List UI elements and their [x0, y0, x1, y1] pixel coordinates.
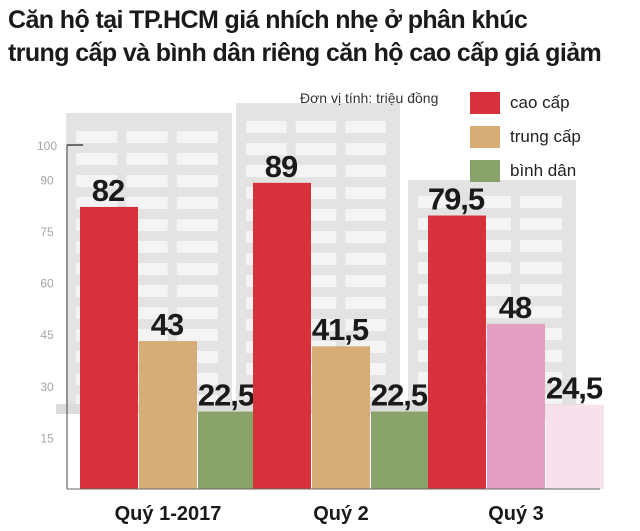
building-window [76, 175, 118, 187]
chart-title: Căn hộ tại TP.HCM giá nhích nhẹ ở phân k… [8, 4, 636, 70]
legend-label-binh-dan: bình dân [510, 161, 577, 180]
building-window [76, 197, 118, 209]
building-window [345, 165, 386, 177]
y-tick-label: 15 [40, 431, 54, 445]
building-window [176, 307, 218, 319]
legend: cao cấp trung cấp bình dân [470, 86, 581, 188]
y-tick-label: 75 [40, 225, 54, 239]
data-label-trung-cap: 43 [151, 307, 184, 342]
building-window [176, 263, 218, 275]
legend-swatch-trung-cap [470, 126, 500, 148]
building-window [520, 284, 562, 296]
building-window [520, 306, 562, 318]
y-tick-label: 100 [37, 139, 57, 153]
building-window [418, 196, 460, 208]
bar-cao-cap [428, 215, 486, 489]
data-label-cao-cap: 89 [265, 149, 298, 184]
bar-trung-cap [312, 346, 370, 489]
data-label-binh-dan: 22,5 [371, 378, 428, 413]
unit-note: Đơn vị tính: triệu đồng [300, 90, 439, 106]
bar-binh-dan [546, 404, 604, 489]
building-window [76, 153, 118, 165]
building-window [176, 131, 218, 143]
building-window [295, 121, 337, 133]
bar-cao-cap [80, 206, 138, 490]
building-window [176, 241, 218, 253]
building-window [345, 187, 386, 199]
building-window [345, 209, 386, 221]
legend-label-trung-cap: trung cấp [510, 127, 581, 146]
building-window [345, 143, 386, 155]
data-label-trung-cap: 41,5 [312, 312, 369, 347]
bar-binh-dan [371, 411, 429, 489]
bar-binh-dan [198, 411, 256, 489]
y-tick-label: 45 [40, 328, 54, 342]
legend-swatch-binh-dan [470, 160, 500, 182]
building-window [126, 153, 168, 165]
building-window [345, 231, 386, 243]
building-window [520, 262, 562, 274]
building-window [176, 285, 218, 297]
building-window [176, 329, 218, 341]
building-window [126, 175, 168, 187]
data-label-binh-dan: 24,5 [546, 371, 603, 406]
building-window [126, 131, 168, 143]
building-window [469, 196, 511, 208]
legend-item-binh-dan: bình dân [470, 154, 581, 188]
x-tick-label: Quý 1-2017 [115, 503, 222, 525]
bar-trung-cap [487, 323, 545, 489]
x-tick-label: Quý 3 [488, 503, 544, 525]
bar-trung-cap [139, 341, 197, 489]
legend-label-cao-cap: cao cấp [510, 93, 570, 112]
building-window [345, 319, 386, 331]
y-tick-label: 60 [40, 277, 54, 291]
building-window [76, 131, 118, 143]
x-tick-label: Quý 2 [313, 503, 369, 525]
data-label-cao-cap: 79,5 [428, 182, 485, 217]
building-window [246, 165, 287, 177]
legend-swatch-cao-cap [470, 92, 500, 114]
building-window [176, 219, 218, 231]
building-window [295, 165, 337, 177]
building-window [345, 121, 386, 133]
y-tick-label: 90 [40, 173, 54, 187]
chart-title-line-1: Căn hộ tại TP.HCM giá nhích nhẹ ở phân k… [8, 6, 528, 34]
building-window [246, 121, 287, 133]
legend-item-trung-cap: trung cấp [470, 120, 581, 154]
building-window [295, 143, 337, 155]
building-window [176, 197, 218, 209]
building-window [345, 297, 386, 309]
building-window [520, 196, 562, 208]
building-window [126, 197, 168, 209]
chart-title-line-2: trung cấp và bình dân riêng căn hộ cao c… [8, 39, 602, 67]
building-window [345, 253, 386, 265]
building-window [246, 143, 287, 155]
building-window [345, 275, 386, 287]
building-window [520, 218, 562, 230]
building-window [520, 240, 562, 252]
bar-cao-cap [253, 182, 311, 489]
y-tick-label: 30 [40, 380, 54, 394]
building-window [176, 153, 218, 165]
building-window [176, 175, 218, 187]
data-label-cao-cap: 82 [92, 173, 124, 208]
data-label-trung-cap: 48 [499, 290, 532, 325]
legend-item-cao-cap: cao cấp [470, 86, 581, 120]
data-label-binh-dan: 22,5 [198, 378, 255, 413]
